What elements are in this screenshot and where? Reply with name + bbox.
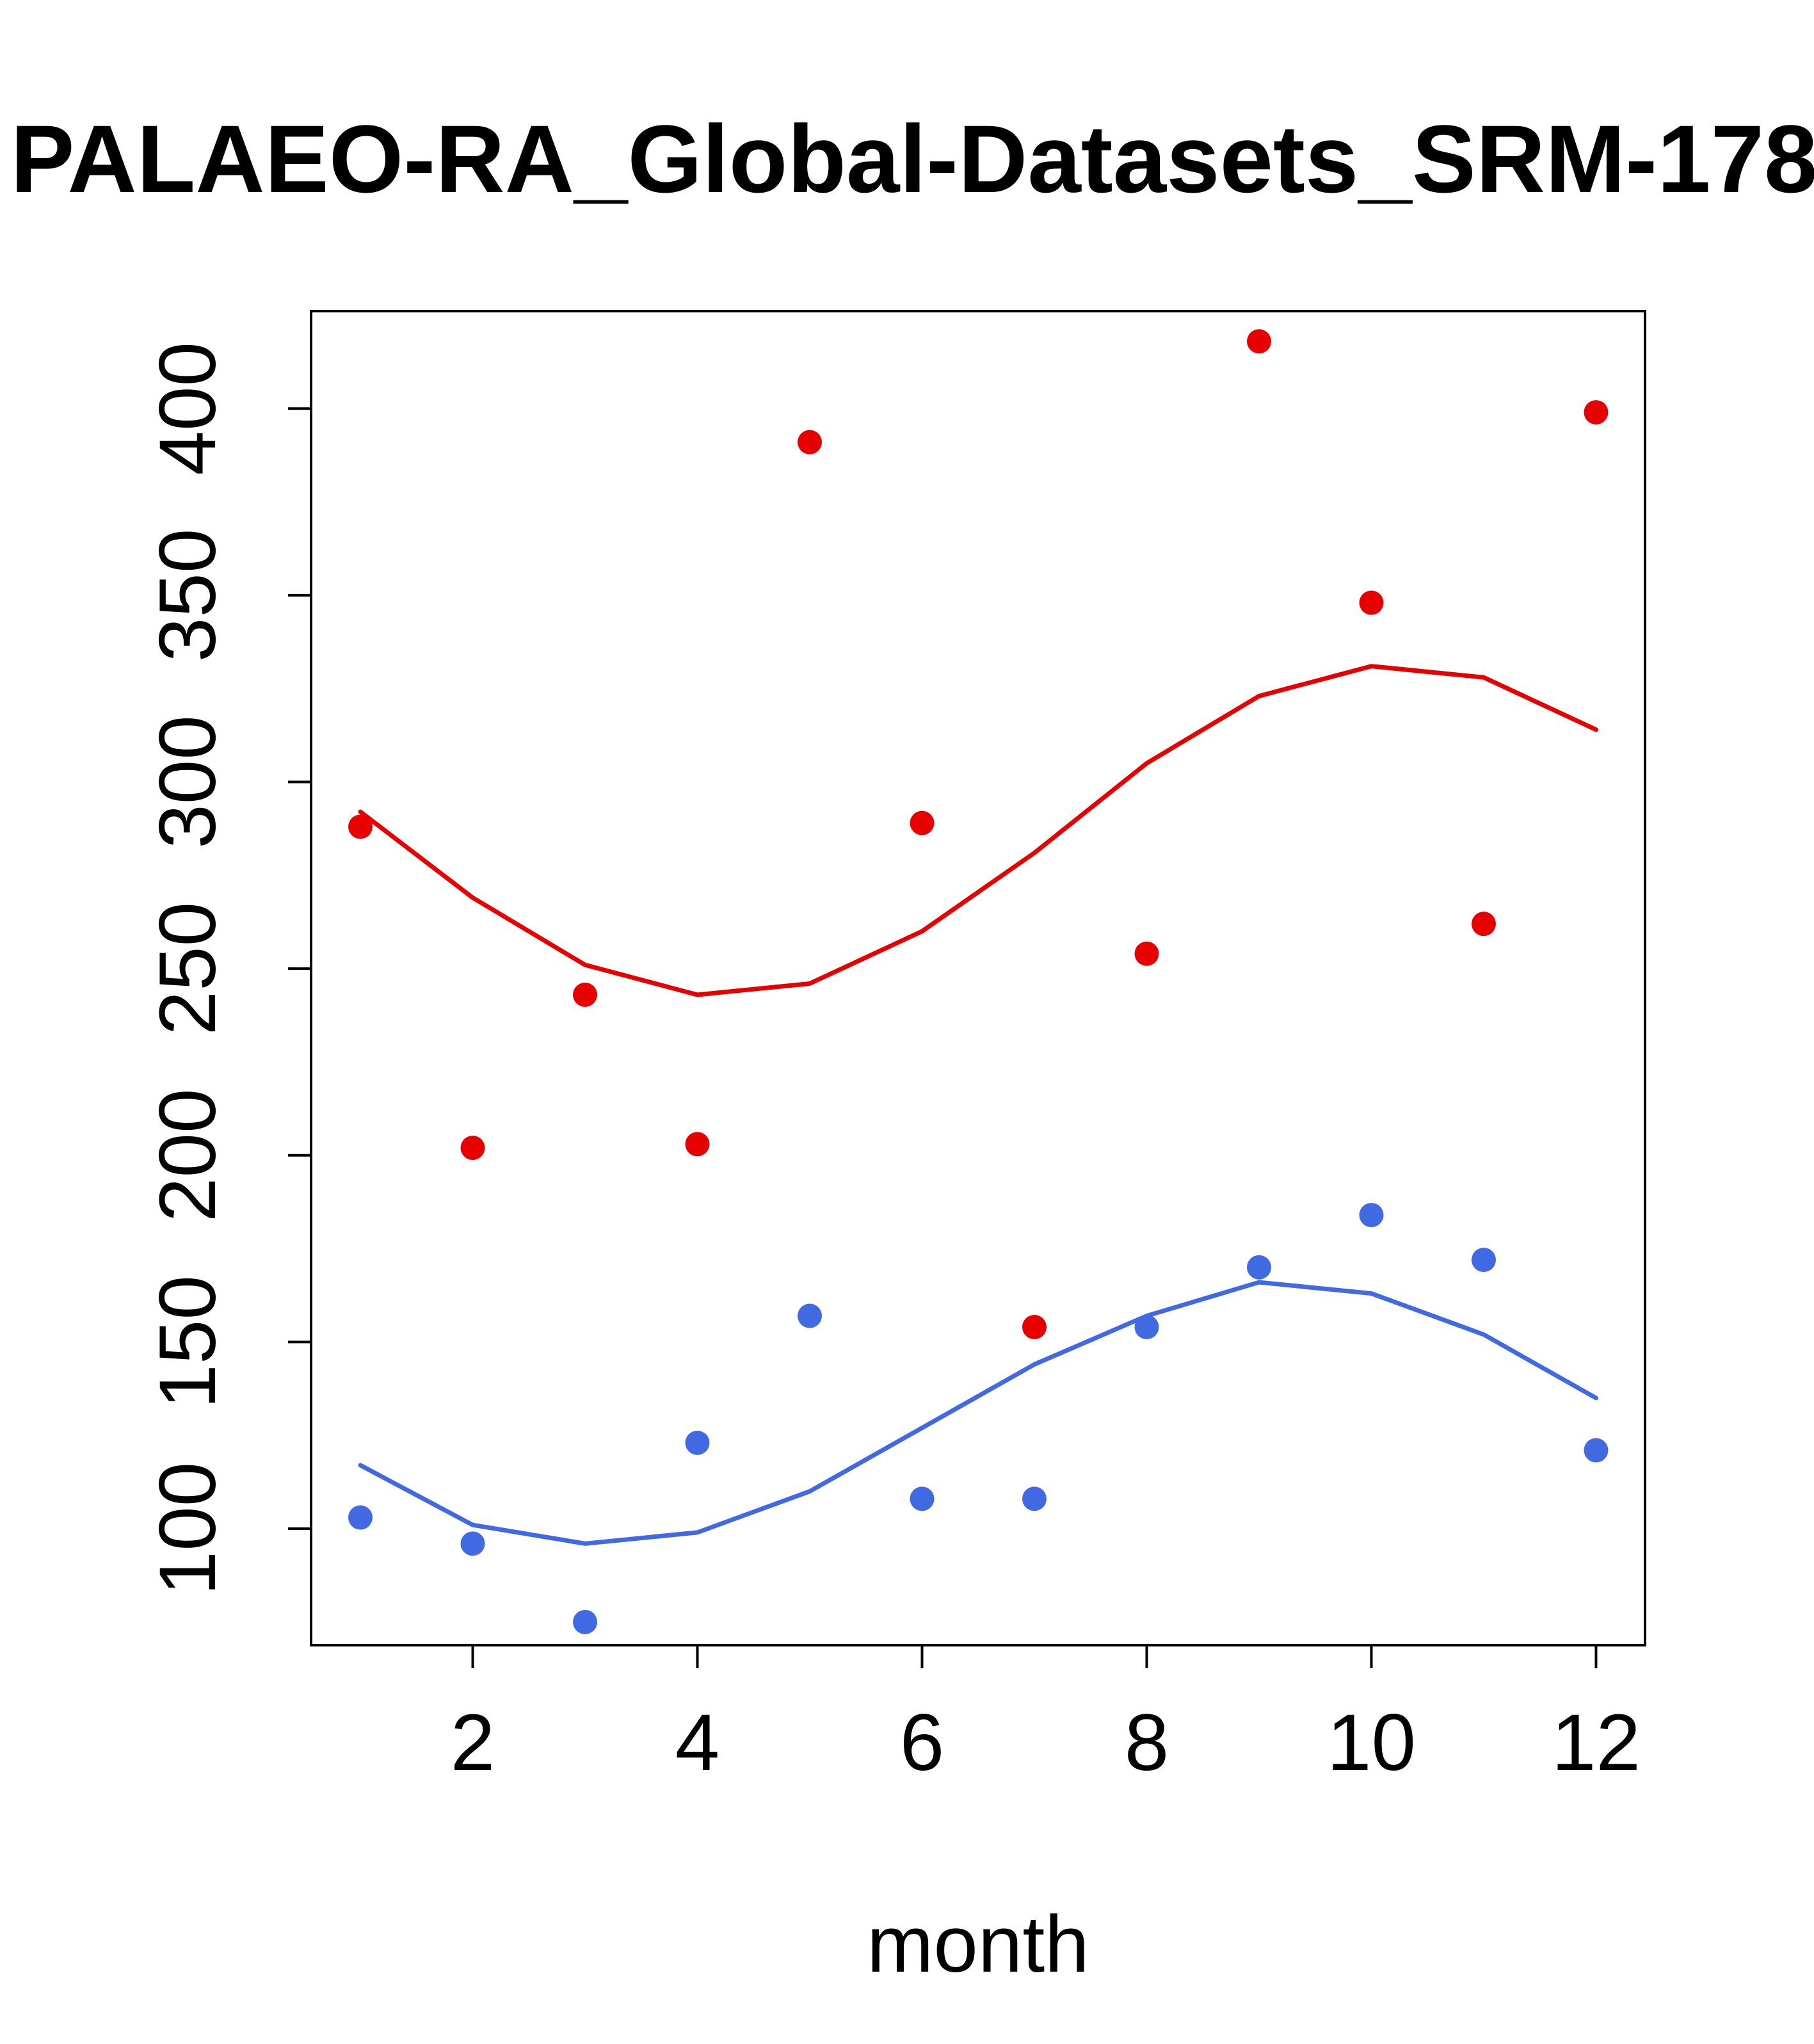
blue-points-marker	[1584, 1438, 1609, 1463]
blue-points-marker	[1471, 1248, 1496, 1273]
red-points-marker	[460, 1136, 485, 1161]
y-axis-tick-label: 150	[143, 1275, 232, 1409]
blue-points-marker	[348, 1505, 373, 1530]
blue-points-marker	[685, 1430, 710, 1455]
blue-points-marker	[573, 1609, 598, 1634]
blue-smooth-line	[358, 1280, 1598, 1546]
plot-box	[310, 310, 1646, 1646]
x-axis-tick-label: 2	[451, 1698, 495, 1787]
x-axis-tick-label: 8	[1125, 1698, 1169, 1787]
chart-title: PALAEO-RA_Global-Datasets_SRM-178_rr	[10, 105, 1814, 213]
red-points-marker	[573, 982, 598, 1007]
y-axis-tick-label: 250	[143, 902, 232, 1036]
plot-area: 2 4 6 8 10 12 100 150 200 250 300 350 400	[143, 310, 1646, 1787]
y-axis-tick-label: 300	[143, 715, 232, 849]
red-points-marker	[798, 430, 823, 455]
red-points-marker	[1022, 1315, 1047, 1340]
red-points-marker	[348, 814, 373, 839]
x-axis-tick-label: 12	[1552, 1698, 1641, 1787]
x-axis-tick-label: 4	[675, 1698, 720, 1787]
blue-points-marker	[1247, 1255, 1272, 1280]
blue-points-marker	[1022, 1486, 1047, 1511]
x-axis-label: month	[867, 1900, 1089, 1989]
red-points-marker	[1584, 400, 1609, 425]
blue-points-marker	[798, 1303, 823, 1328]
red-points-marker	[1134, 941, 1159, 966]
red-points-marker	[1359, 590, 1384, 615]
red-points-marker	[1247, 329, 1272, 354]
x-axis-tick-label: 6	[900, 1698, 945, 1787]
x-axis-tick-label: 10	[1327, 1698, 1416, 1787]
blue-points-marker	[1359, 1203, 1384, 1228]
red-points-marker	[685, 1132, 710, 1157]
red-smooth-line	[358, 664, 1598, 997]
y-axis-tick-label: 350	[143, 529, 232, 663]
red-points-marker	[1471, 912, 1496, 937]
blue-points-marker	[1134, 1315, 1159, 1340]
blue-points-marker	[460, 1531, 485, 1556]
y-axis-tick-label: 100	[143, 1462, 232, 1596]
red-points-marker	[910, 810, 935, 835]
blue-points-marker	[910, 1486, 935, 1511]
y-axis-tick-label: 400	[143, 342, 232, 476]
y-axis-tick-label: 200	[143, 1088, 232, 1222]
